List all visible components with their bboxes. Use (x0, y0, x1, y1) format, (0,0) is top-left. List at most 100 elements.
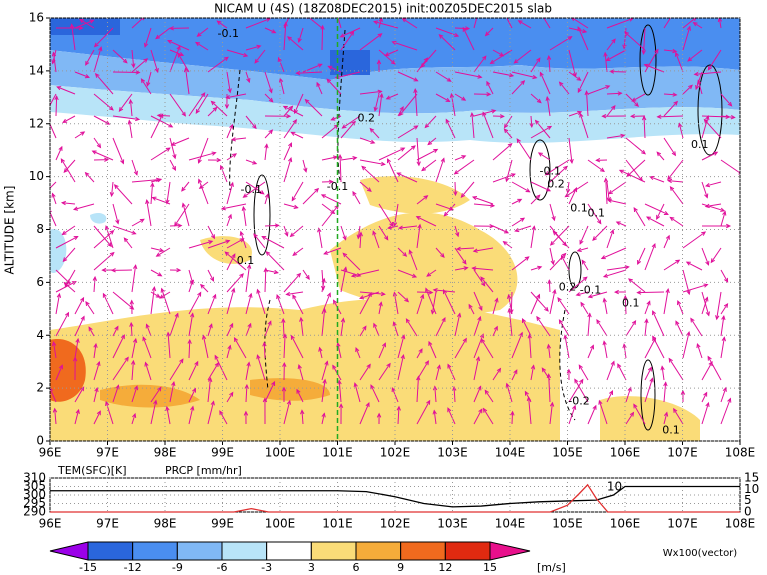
wind-vector (131, 413, 136, 425)
vector-head (293, 109, 298, 115)
wind-vector (668, 358, 684, 381)
wind-vector (55, 96, 58, 117)
vector-head (663, 211, 669, 216)
vector-head (445, 97, 451, 102)
wind-vector (112, 357, 129, 381)
wind-vector (576, 291, 589, 296)
wind-vector (256, 355, 266, 381)
vector-head (544, 306, 549, 312)
wind-vector (587, 85, 610, 95)
wind-vector (296, 71, 323, 74)
wind-vector (302, 269, 310, 280)
wind-vector (74, 71, 90, 78)
vector-head (299, 316, 304, 322)
wind-vector (549, 402, 553, 425)
wind-vector (454, 159, 475, 175)
wind-vector (511, 217, 525, 227)
vector-head (210, 234, 215, 240)
vector-head (513, 369, 518, 375)
vector-head (578, 364, 583, 370)
wind-vector (361, 166, 380, 183)
vector-head (721, 314, 726, 321)
vector-head (445, 118, 450, 124)
wind-vector (226, 253, 236, 271)
y-tick-label: 4 (36, 328, 44, 342)
vector-head (60, 200, 66, 206)
wind-vector (663, 49, 677, 52)
vector-head (285, 291, 291, 297)
wind-vector (150, 400, 157, 425)
vector-head (303, 167, 308, 173)
vector-head (654, 48, 659, 54)
vector-head (386, 362, 391, 368)
wind-vector (177, 53, 190, 73)
wind-vector (682, 84, 693, 95)
vector-head (271, 380, 276, 386)
colorbar-box (221, 541, 268, 561)
vector-head (263, 267, 268, 273)
vector-head (239, 238, 245, 243)
wind-vector (378, 49, 396, 65)
wind-vector (226, 288, 235, 315)
wind-vector (625, 412, 634, 425)
vector-head (78, 25, 84, 31)
contour-label: 0.2 (547, 178, 565, 191)
wind-vector (701, 151, 718, 161)
vector-head (546, 343, 552, 349)
vector-head (527, 333, 532, 339)
wind-vector (131, 159, 138, 175)
wind-vector (169, 358, 184, 381)
vector-head (446, 77, 452, 82)
vector-head (290, 334, 295, 340)
vector-head (259, 190, 265, 195)
vector-head (536, 57, 541, 63)
wind-vector (701, 392, 708, 403)
vector-head (690, 317, 695, 323)
wind-vector (159, 291, 171, 299)
wind-vector (131, 265, 137, 293)
wind-vector (167, 40, 190, 51)
vector-head (174, 312, 179, 318)
vector-head (358, 231, 363, 237)
vector-head (321, 412, 326, 418)
wind-vector (720, 316, 725, 337)
wind-vector (166, 181, 171, 204)
wind-vector (276, 294, 285, 315)
unit-label: [m/s] (537, 561, 566, 574)
wind-vector (359, 181, 372, 192)
wind-vector (697, 80, 703, 95)
wind-vector (577, 71, 589, 93)
wind-vector (454, 155, 466, 161)
colorbar-box (176, 541, 223, 561)
wind-vector (606, 361, 615, 381)
vector-head (644, 318, 649, 324)
contour-label: -0.1 (327, 180, 348, 193)
wind-vector (549, 289, 556, 315)
wind-vector (359, 137, 375, 144)
wind-vector (424, 115, 437, 128)
vector-head (197, 178, 203, 184)
vector-head (510, 173, 516, 178)
vector-head (643, 63, 649, 68)
vector-head (641, 149, 646, 155)
vector-head (549, 241, 555, 246)
wind-vector (305, 99, 323, 117)
wind-vector (399, 93, 418, 116)
vector-head (139, 218, 145, 223)
wind-vector (578, 365, 589, 381)
vector-head (123, 237, 129, 243)
colorbar-box (266, 541, 312, 561)
wind-vector (480, 276, 494, 293)
vector-head (704, 203, 710, 209)
wind-vector (169, 381, 175, 403)
vector-head (58, 145, 63, 151)
vector-head (171, 165, 177, 172)
wind-vector (161, 288, 171, 315)
vector-head (288, 105, 294, 111)
wind-vector (393, 322, 399, 337)
wind-vector (337, 18, 342, 29)
wind-vector (505, 159, 513, 182)
wind-vector (128, 120, 133, 139)
wind-vector (606, 181, 610, 202)
y-tick-label: 300 (23, 488, 46, 502)
